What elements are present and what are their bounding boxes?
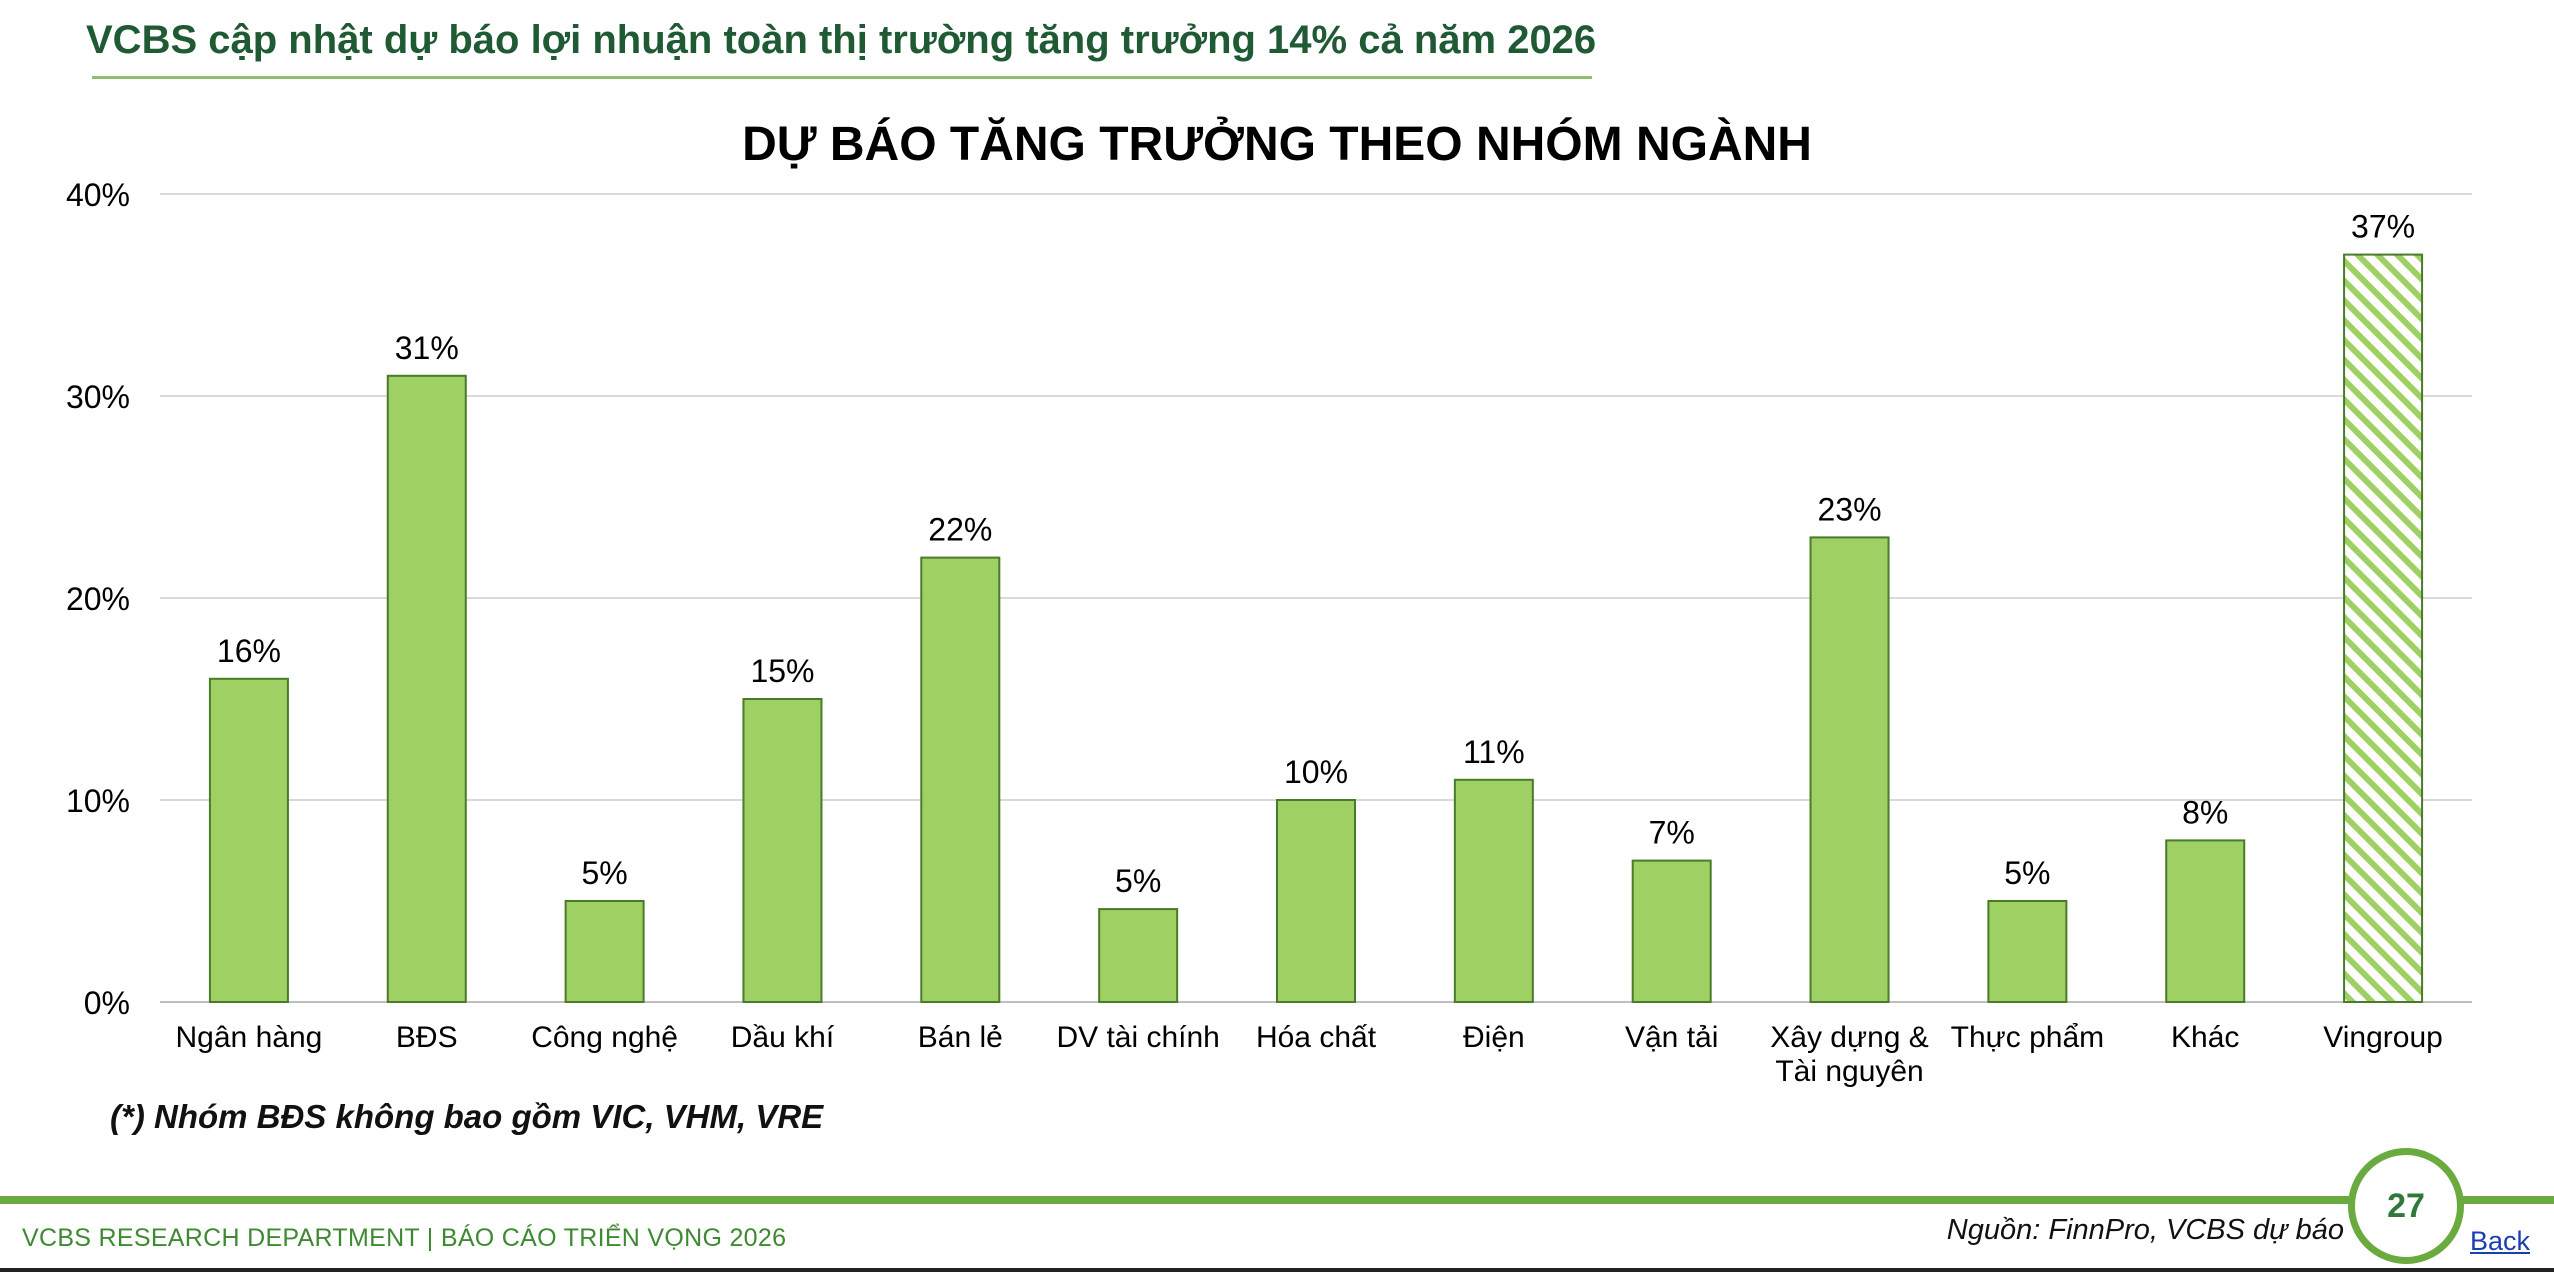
footer-divider	[0, 1196, 2554, 1204]
bar	[742, 698, 823, 1003]
footer-department: VCBS RESEARCH DEPARTMENT | BÁO CÁO TRIỂN…	[22, 1224, 787, 1252]
bar	[1098, 908, 1179, 1004]
data-label: 11%	[1463, 734, 1525, 770]
bars	[208, 253, 2424, 1004]
x-tick-label: Vận tải	[1625, 1021, 1718, 1054]
x-tick-label: Bán lẻ	[918, 1021, 1003, 1054]
data-label: 23%	[1818, 491, 1882, 527]
x-tick-label: Hóa chất	[1256, 1021, 1377, 1054]
y-tick-label: 20%	[66, 581, 130, 617]
bar	[208, 677, 289, 1003]
page-number-badge: 27	[2348, 1148, 2464, 1264]
slide-title: VCBS cập nhật dự báo lợi nhuận toàn thị …	[86, 18, 1597, 62]
data-labels: 16% 31% 5% 15% 22% 5% 10% 11% 7% 23% 5% 8% 37%	[217, 209, 2415, 899]
data-label: 8%	[2182, 794, 2228, 830]
bar	[920, 556, 1001, 1003]
x-tick-label: DV tài chính	[1056, 1021, 1219, 1054]
title-underline	[92, 76, 1592, 79]
bar	[1987, 900, 2068, 1003]
data-label: 7%	[1649, 815, 1695, 851]
x-tick-label: Khác	[2171, 1021, 2239, 1054]
x-tick-label: Xây dựng & Tài nguyên	[1770, 1021, 1929, 1088]
data-label: 5%	[2004, 855, 2050, 891]
x-tick-label: Công nghệ	[531, 1021, 678, 1054]
footnote: (*) Nhóm BĐS không bao gồm VIC, VHM, VRE	[110, 1098, 824, 1135]
y-tick-label: 40%	[66, 177, 130, 213]
data-label: 10%	[1284, 754, 1348, 790]
data-label: 5%	[1115, 863, 1161, 899]
data-label: 16%	[217, 633, 281, 669]
x-tick-label: Điện	[1463, 1021, 1525, 1054]
bar	[386, 374, 467, 1003]
sector-growth-bar-chart: DỰ BÁO TĂNG TRƯỞNG THEO NHÓM NGÀNH 0% 10%…	[66, 116, 2472, 1088]
x-axis-category-labels: Ngân hàng BĐS Công nghệ Dầu khí Bán lẻ DV tài…	[176, 1021, 2443, 1088]
data-label: 22%	[928, 512, 992, 548]
x-tick-label: BĐS	[396, 1021, 458, 1054]
source-note: Nguồn: FinnPro, VCBS dự báo	[1946, 1214, 2344, 1246]
chart-title: DỰ BÁO TĂNG TRƯỞNG THEO NHÓM NGÀNH	[742, 116, 1812, 171]
data-label: 37%	[2351, 209, 2415, 245]
x-tick-label: Dầu khí	[731, 1021, 835, 1054]
bar	[1276, 799, 1356, 1003]
data-label: 31%	[395, 330, 459, 366]
bar	[2165, 839, 2246, 1004]
data-label: 15%	[750, 653, 814, 689]
bar	[2343, 253, 2424, 1004]
y-tick-label: 30%	[66, 379, 130, 415]
bar	[1453, 778, 1534, 1003]
x-tick-label: Ngân hàng	[176, 1021, 323, 1054]
back-link[interactable]: Back	[2470, 1226, 2531, 1256]
bar	[564, 900, 645, 1003]
x-tick-label: Thực phẩm	[1951, 1021, 2104, 1054]
data-label: 5%	[581, 855, 627, 891]
x-tick-label: Vingroup	[2323, 1021, 2443, 1054]
y-tick-label: 10%	[66, 783, 130, 819]
y-axis-tick-labels: 0% 10% 20% 30% 40%	[66, 177, 130, 1021]
y-tick-label: 0%	[84, 985, 130, 1021]
page-number: 27	[2387, 1186, 2425, 1225]
bar	[1631, 859, 1712, 1003]
bar	[1809, 536, 1890, 1004]
bottom-rule	[0, 1268, 2554, 1272]
